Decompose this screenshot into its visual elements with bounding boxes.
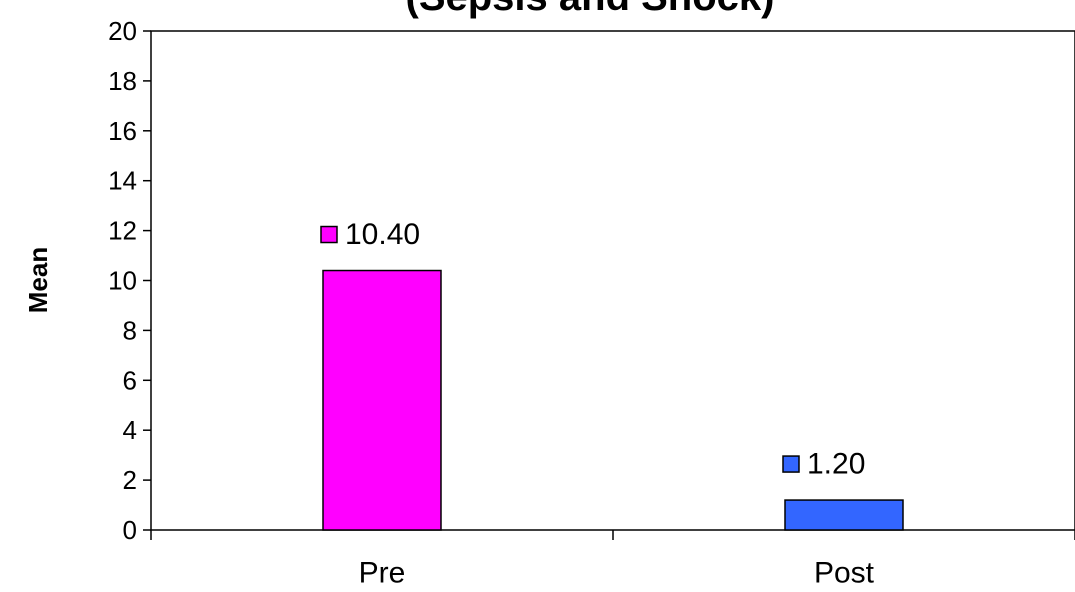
y-tick-label: 16 bbox=[108, 116, 137, 146]
chart-title: (Sepsis and Shock) bbox=[406, 0, 775, 19]
plot-area-frame bbox=[150, 30, 1075, 531]
y-tick-label: 4 bbox=[123, 415, 137, 445]
y-tick-label: 10 bbox=[108, 266, 137, 296]
y-axis-label: Mean bbox=[23, 247, 53, 313]
y-tick-label: 14 bbox=[108, 166, 137, 196]
y-tick-label: 0 bbox=[123, 515, 137, 545]
y-tick-label: 8 bbox=[123, 315, 137, 345]
y-tick-label: 18 bbox=[108, 66, 137, 96]
data-label-key-pre bbox=[320, 225, 338, 244]
y-tick-label: 20 bbox=[108, 16, 137, 46]
bar-pre bbox=[322, 269, 442, 531]
data-label-post: 1.20 bbox=[807, 448, 865, 481]
data-label-pre: 10.40 bbox=[345, 218, 420, 251]
x-category-label-pre: Pre bbox=[359, 557, 406, 590]
y-tick-label: 2 bbox=[123, 465, 137, 495]
y-tick-label: 6 bbox=[123, 365, 137, 395]
y-tick-label: 12 bbox=[108, 216, 137, 246]
data-label-key-post bbox=[782, 455, 800, 473]
bar-post bbox=[784, 499, 904, 531]
x-category-label-post: Post bbox=[814, 557, 875, 590]
